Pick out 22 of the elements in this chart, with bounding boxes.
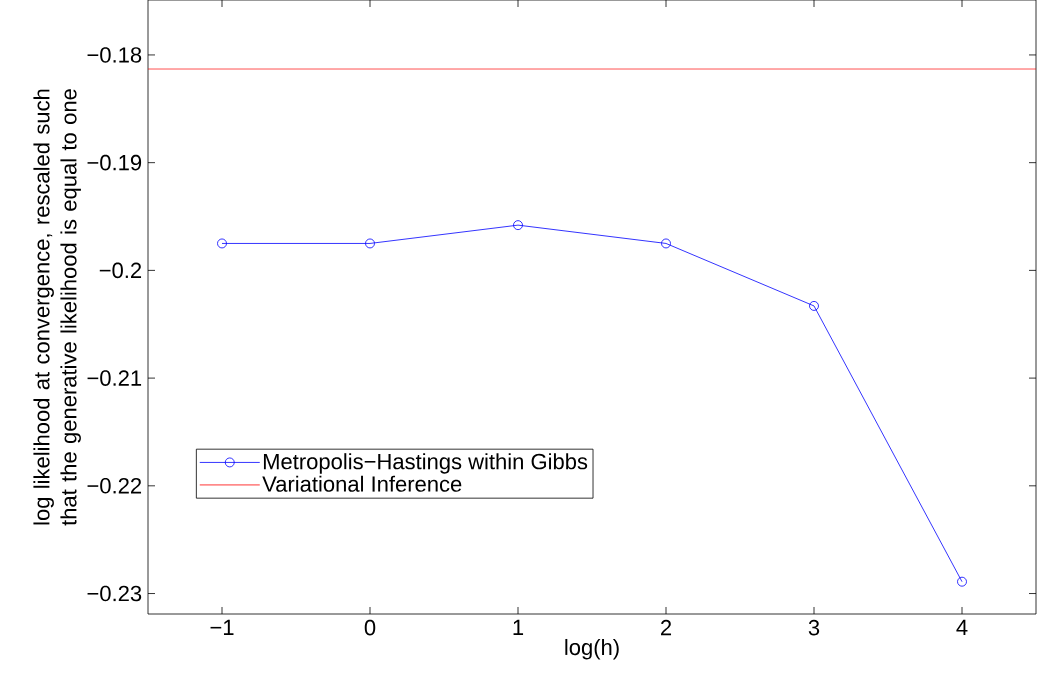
x-tick-label: 4: [956, 619, 968, 635]
point: [809, 301, 819, 311]
point: [217, 238, 227, 249]
x-tick-label: 1: [513, 619, 524, 635]
x-axis-title: log(h): [565, 638, 619, 660]
x-tick-label: 3: [808, 619, 820, 636]
x-tick-label: −1: [210, 619, 234, 635]
legend-label: Variational Inference: [262, 475, 462, 492]
y-tick-label: −0.18: [87, 47, 142, 63]
point: [957, 576, 967, 587]
y-tick-label: −0.2: [99, 262, 142, 279]
point: [661, 238, 671, 249]
y-tick-label: −0.21: [87, 370, 142, 386]
legend-label: Metropolis−Hastings within Gibbs: [263, 453, 588, 474]
y-tick-label: −0.22: [87, 478, 142, 494]
y-tick-label: −0.19: [87, 154, 142, 171]
x-tick-label: 2: [661, 619, 672, 636]
point: [513, 220, 523, 231]
y-tick-label: −0.23: [87, 585, 142, 602]
point: [365, 238, 375, 249]
x-tick-label: 0: [364, 619, 376, 636]
y-axis-title: log likelihood at convergence, rescaled such that the generative likelihood is equal to one: [33, 89, 81, 526]
